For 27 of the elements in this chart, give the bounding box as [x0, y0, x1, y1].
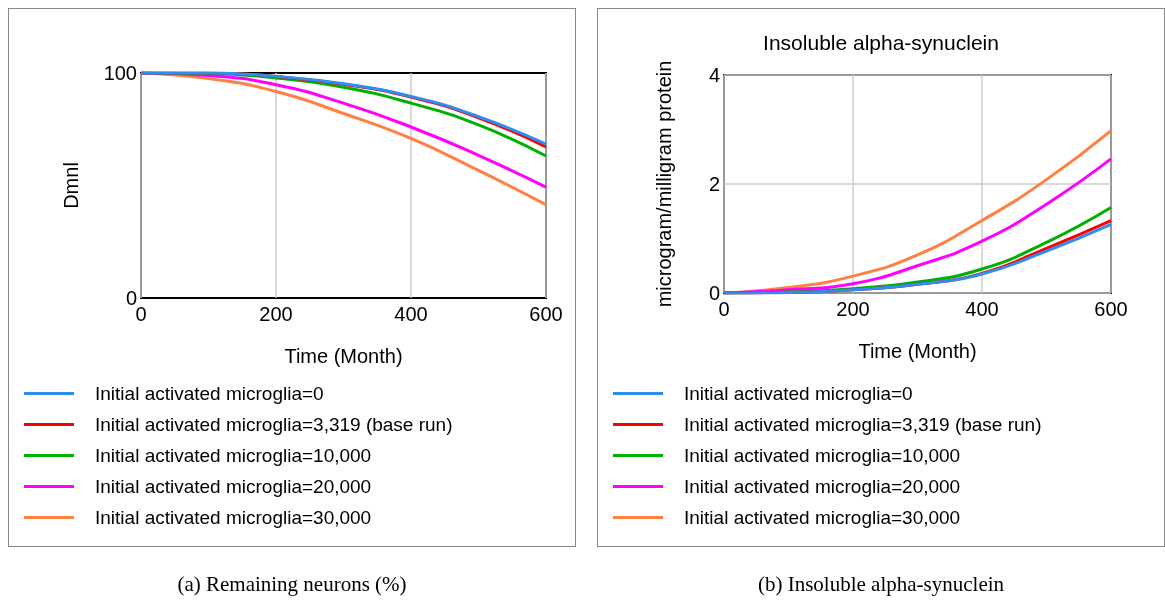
- legend-label: Initial activated microglia=3,319 (base run): [95, 414, 453, 435]
- x-tick-label: 400: [965, 298, 999, 320]
- y-tick-label: 4: [708, 64, 720, 86]
- y-axis-title: microgram/milligram protein: [653, 60, 675, 308]
- y-tick-label: 0: [708, 282, 720, 304]
- x-axis-title: Time (Month): [858, 340, 977, 362]
- x-tick-label: 600: [1094, 298, 1128, 320]
- legend-label: Initial activated microglia=3,319 (base run): [684, 414, 1042, 435]
- y-tick-label: 100: [103, 62, 137, 84]
- text: (a) Remaining neurons (%): [176, 572, 408, 597]
- x-tick-label: 200: [836, 298, 870, 320]
- legend-label: Initial activated microglia=10,000: [95, 445, 372, 466]
- text: (b) Insoluble alpha-synuclein: [756, 572, 1006, 597]
- y-tick-label: 2: [708, 173, 720, 195]
- x-tick-label: 200: [259, 303, 293, 325]
- x-tick-label: 400: [394, 303, 428, 325]
- y-axis-title: Dmnl: [60, 162, 82, 209]
- legend-label: Initial activated microglia=20,000: [95, 476, 372, 497]
- legend-label: Initial activated microglia=30,000: [95, 507, 372, 528]
- chart-title: Insoluble alpha-synuclein: [763, 31, 999, 54]
- x-axis-title: Time (Month): [284, 345, 403, 367]
- legend-label: Initial activated microglia=0: [95, 383, 324, 404]
- legend-label: Initial activated microglia=0: [684, 383, 913, 404]
- x-tick-label: 600: [529, 303, 563, 325]
- legend-label: Initial activated microglia=20,000: [684, 476, 961, 497]
- legend-label: Initial activated microglia=10,000: [684, 445, 961, 466]
- legend-label: Initial activated microglia=30,000: [684, 507, 961, 528]
